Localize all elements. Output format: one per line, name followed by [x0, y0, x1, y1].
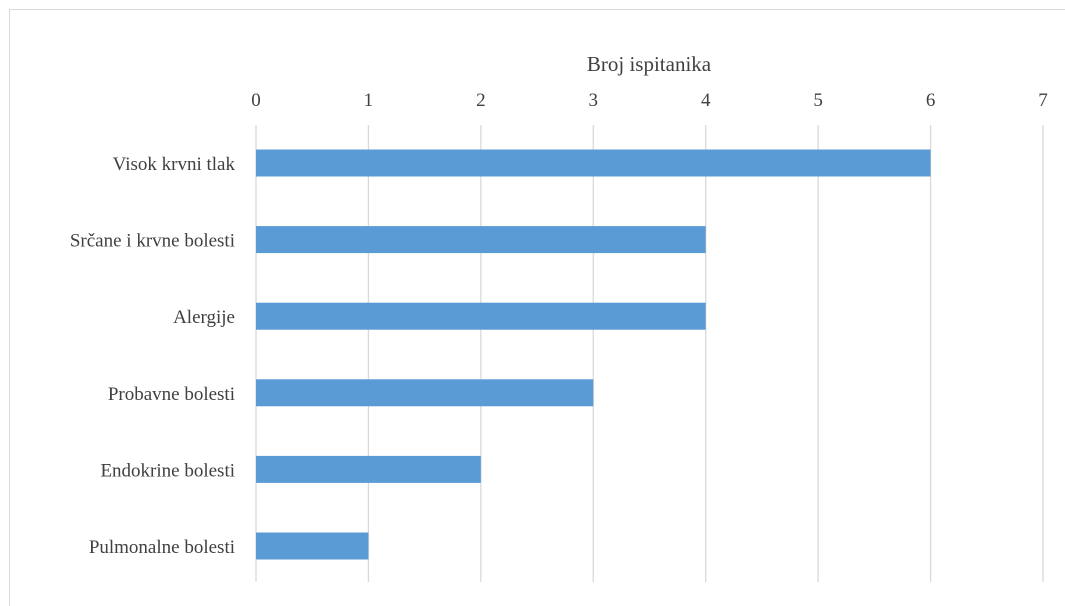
bar	[256, 226, 706, 254]
x-tick-label: 5	[813, 90, 823, 111]
x-tick-label: 6	[926, 90, 936, 111]
category-label: Visok krvni tlak	[113, 154, 236, 175]
category-label: Endokrine bolesti	[100, 460, 235, 481]
gridlines	[255, 125, 1044, 582]
bar	[256, 455, 481, 483]
bar	[256, 302, 706, 330]
x-axis-title: Broj ispitanika	[587, 52, 712, 76]
x-tick-label: 7	[1038, 90, 1048, 111]
bar	[256, 532, 369, 560]
x-tick-labels: 0 1 2 3 4 5 6 7	[251, 90, 1048, 111]
bar	[256, 379, 594, 407]
category-label: Probavne bolesti	[108, 384, 235, 405]
category-labels: Visok krvni tlak Srčane i krvne bolesti Al…	[70, 154, 236, 558]
x-tick-label: 2	[476, 90, 486, 111]
category-label: Alergije	[173, 307, 235, 328]
bar	[256, 149, 931, 177]
x-tick-label: 3	[589, 90, 599, 111]
category-label: Pulmonalne bolesti	[89, 537, 235, 558]
x-tick-label: 1	[364, 90, 374, 111]
x-tick-label: 4	[701, 90, 711, 111]
category-label: Srčane i krvne bolesti	[70, 231, 235, 252]
x-tick-label: 0	[251, 90, 261, 111]
bars	[256, 149, 931, 560]
